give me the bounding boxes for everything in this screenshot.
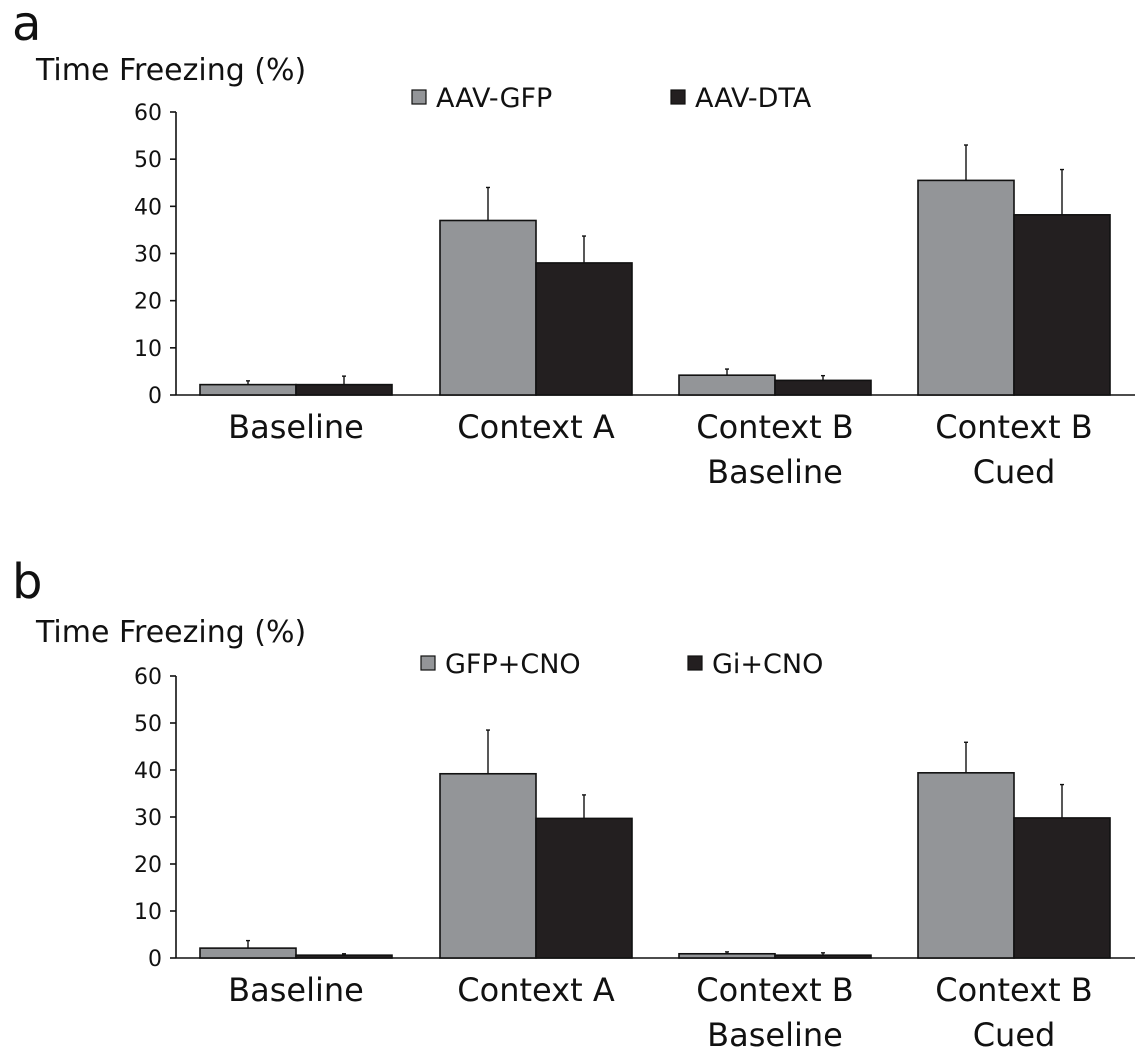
bar-AAV-GFP-3: [917, 179, 1015, 396]
bar-AAV-DTA-0: [295, 383, 393, 396]
bar-GFP+CNO-0: [199, 947, 297, 959]
category-label: Cued: [973, 453, 1056, 491]
y-tick-label: 60: [134, 101, 162, 126]
legend-label-0: AAV-GFP: [436, 83, 552, 114]
panel-letter: a: [12, 0, 41, 52]
y-tick-label: 20: [134, 853, 162, 878]
bar-Gi+CNO-1: [535, 817, 633, 959]
legend-label-1: AAV-DTA: [695, 83, 812, 114]
category-label: Baseline: [228, 408, 364, 446]
y-tick-label: 0: [148, 384, 162, 409]
bar-Gi+CNO-3: [1013, 817, 1111, 959]
y-tick-label: 20: [134, 290, 162, 315]
y-axis-label: Time Freezing (%): [35, 615, 306, 650]
bar-AAV-DTA-2: [774, 379, 872, 396]
legend-swatch-0: [420, 655, 436, 671]
y-tick-label: 0: [148, 947, 162, 972]
panel-letter: b: [12, 554, 42, 610]
panel-b: b Time Freezing (%) GFP+CNO Gi+CNO 0 10 20 30 40…: [12, 554, 1135, 1051]
bar-GFP+CNO-3: [917, 772, 1015, 959]
y-tick-label: 50: [134, 712, 162, 737]
bar-AAV-GFP-1: [439, 219, 537, 396]
y-tick-label: 30: [134, 806, 162, 831]
category-label: Context A: [457, 408, 615, 446]
bar-GFP+CNO-2: [678, 952, 776, 959]
category-label: Baseline: [707, 1016, 843, 1051]
bar-AAV-DTA-3: [1013, 214, 1111, 396]
bar-AAV-GFP-2: [678, 374, 776, 396]
legend-label-0: GFP+CNO: [445, 649, 581, 680]
bar-Gi+CNO-0: [295, 954, 393, 959]
legend-swatch-1: [687, 655, 703, 671]
category-label: Context A: [457, 971, 615, 1009]
category-label: Context B: [935, 971, 1092, 1009]
y-axis-label: Time Freezing (%): [35, 53, 306, 88]
bar-Gi+CNO-2: [774, 954, 872, 959]
category-label: Context B: [935, 408, 1092, 446]
legend-swatch-1: [670, 89, 686, 105]
y-tick-label: 10: [134, 900, 162, 925]
y-tick-label: 30: [134, 243, 162, 268]
y-tick-label: 40: [134, 195, 162, 220]
category-label: Baseline: [707, 453, 843, 491]
bar-GFP+CNO-1: [439, 772, 537, 959]
legend-swatch-0: [411, 89, 427, 105]
bar-AAV-DTA-1: [535, 262, 633, 396]
y-tick-label: 10: [134, 337, 162, 362]
category-label: Cued: [973, 1016, 1056, 1051]
category-label: Baseline: [228, 971, 364, 1009]
category-label: Context B: [696, 971, 853, 1009]
bar-AAV-GFP-0: [199, 383, 297, 396]
y-tick-label: 60: [134, 665, 162, 690]
y-tick-label: 50: [134, 148, 162, 173]
category-label: Context B: [696, 408, 853, 446]
y-tick-label: 40: [134, 759, 162, 784]
legend-label-1: Gi+CNO: [712, 649, 823, 680]
